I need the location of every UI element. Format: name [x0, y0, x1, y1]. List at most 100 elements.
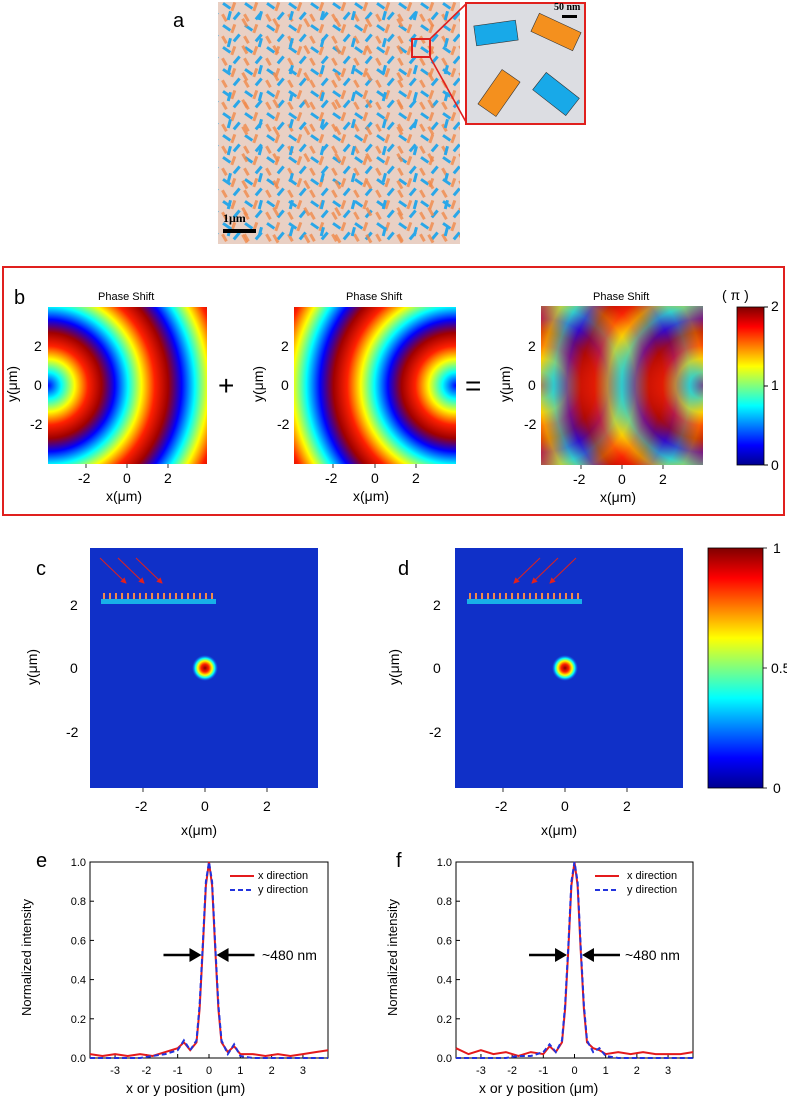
xlabel: x(μm)	[541, 822, 578, 838]
xlabel: x(μm)	[353, 488, 390, 504]
series-line-y	[456, 861, 693, 1059]
xtick: 2	[659, 471, 667, 487]
x-tick-label: 3	[665, 1065, 671, 1077]
incident-arrows	[99, 557, 163, 584]
legend-y: y direction	[258, 884, 309, 896]
legend-x: x direction	[258, 870, 309, 882]
x-tick-label: -2	[507, 1065, 517, 1077]
y-tick-label: 0.6	[437, 935, 452, 947]
ytick: -2	[277, 416, 290, 432]
xtick: 2	[412, 470, 420, 486]
legend-x: x direction	[627, 870, 678, 882]
ylabel: Normalized intensity	[19, 898, 35, 1017]
xtick: -2	[78, 470, 91, 486]
colorbar-intensity	[707, 547, 764, 789]
x-tick-label: 3	[300, 1065, 306, 1077]
xtick: -2	[325, 470, 338, 486]
x-tick-label: -3	[110, 1065, 120, 1077]
fwhm-arrowhead-left	[189, 948, 202, 962]
fwhm-label: ~480 nm	[262, 947, 317, 963]
plus-sign: +	[218, 370, 235, 401]
xtick: -2	[573, 471, 586, 487]
ytick: 2	[433, 597, 441, 613]
legend-y: y direction	[627, 884, 678, 896]
y-tick-label: 0.8	[71, 896, 86, 908]
x-tick-label: 1	[237, 1065, 243, 1077]
panel-a-svg	[218, 2, 586, 244]
xtick: -2	[495, 798, 508, 814]
scale-label-main: 1μm	[223, 211, 246, 225]
xlabel: x(μm)	[600, 489, 637, 505]
series-line-x	[89, 861, 329, 1058]
y-tick-label: 0.0	[71, 1053, 86, 1065]
intensity-map-c	[90, 548, 318, 788]
focal-spot	[552, 655, 578, 681]
xtick: 0	[561, 798, 569, 814]
y-tick-label: 0.6	[71, 935, 86, 947]
ytick: -2	[30, 416, 43, 432]
y-tick-label: 1.0	[71, 857, 86, 869]
xtick: 0	[371, 470, 379, 486]
xtick: 0	[123, 470, 131, 486]
ytick: 2	[528, 338, 536, 354]
x-tick-label: -2	[141, 1065, 151, 1077]
xlabel: x or y position (μm)	[126, 1080, 246, 1096]
xtick: 2	[164, 470, 172, 486]
x-tick-label: 2	[634, 1065, 640, 1077]
panel-label-b: b	[14, 287, 26, 309]
phase-map-sum	[541, 306, 703, 465]
fwhm-arrowhead-right	[216, 948, 229, 962]
metasurface-bar	[467, 599, 582, 604]
x-tick-label: -3	[476, 1065, 486, 1077]
xtick: 2	[263, 798, 271, 814]
ytick: 2	[34, 338, 42, 354]
panel-label-a: a	[173, 10, 185, 32]
series-line-y	[90, 861, 328, 1059]
scale-bar-inset	[562, 15, 577, 18]
equals-sign: =	[465, 370, 482, 401]
x-tick-label: 0	[206, 1065, 212, 1077]
x-tick-label: 2	[269, 1065, 275, 1077]
colorbar-unit: ( π )	[722, 287, 749, 303]
xtick: -2	[135, 798, 148, 814]
metasurface-bar	[101, 599, 216, 604]
y-tick-label: 0.4	[71, 975, 86, 987]
ytick: 0	[281, 377, 289, 393]
cbar-tick: 0	[773, 780, 781, 796]
y-tick-label: 1.0	[437, 857, 452, 869]
xlabel: x(μm)	[181, 822, 218, 838]
nanobrick-orange	[477, 69, 521, 117]
phase-title-2: Phase Shift	[346, 291, 403, 303]
cbar-tick: 0	[771, 457, 779, 473]
fwhm-label: ~480 nm	[625, 947, 680, 963]
scale-bar-main	[223, 229, 256, 233]
intensity-map-d	[455, 548, 683, 788]
panel-cd-svg	[90, 547, 767, 792]
ytick: 0	[70, 660, 78, 676]
phase-title-3: Phase Shift	[593, 291, 650, 303]
ytick: 2	[281, 338, 289, 354]
ytick: 0	[528, 377, 536, 393]
phase-map-right	[294, 307, 456, 464]
ytick: -2	[66, 724, 79, 740]
x-tick-label: 1	[603, 1065, 609, 1077]
zoom-box	[411, 38, 431, 58]
cbar-tick: 1	[771, 377, 779, 393]
colorbar-phase	[736, 306, 765, 466]
panel-b-frame	[2, 266, 785, 516]
nanobrick-blue	[532, 71, 580, 117]
panel-label-e: e	[36, 850, 48, 872]
focal-spot	[192, 655, 218, 681]
fwhm-arrowhead-right	[581, 948, 594, 962]
x-tick-label: -1	[538, 1065, 548, 1077]
phase-title-1: Phase Shift	[98, 291, 155, 303]
y-tick-label: 0.2	[437, 1014, 452, 1026]
panel-label-c: c	[36, 558, 46, 580]
panel-label-f: f	[396, 850, 402, 872]
y-tick-label: 0.4	[437, 975, 452, 987]
incident-arrows	[513, 557, 577, 584]
y-tick-label: 0.2	[71, 1014, 86, 1026]
y-tick-label: 0.0	[437, 1053, 452, 1065]
